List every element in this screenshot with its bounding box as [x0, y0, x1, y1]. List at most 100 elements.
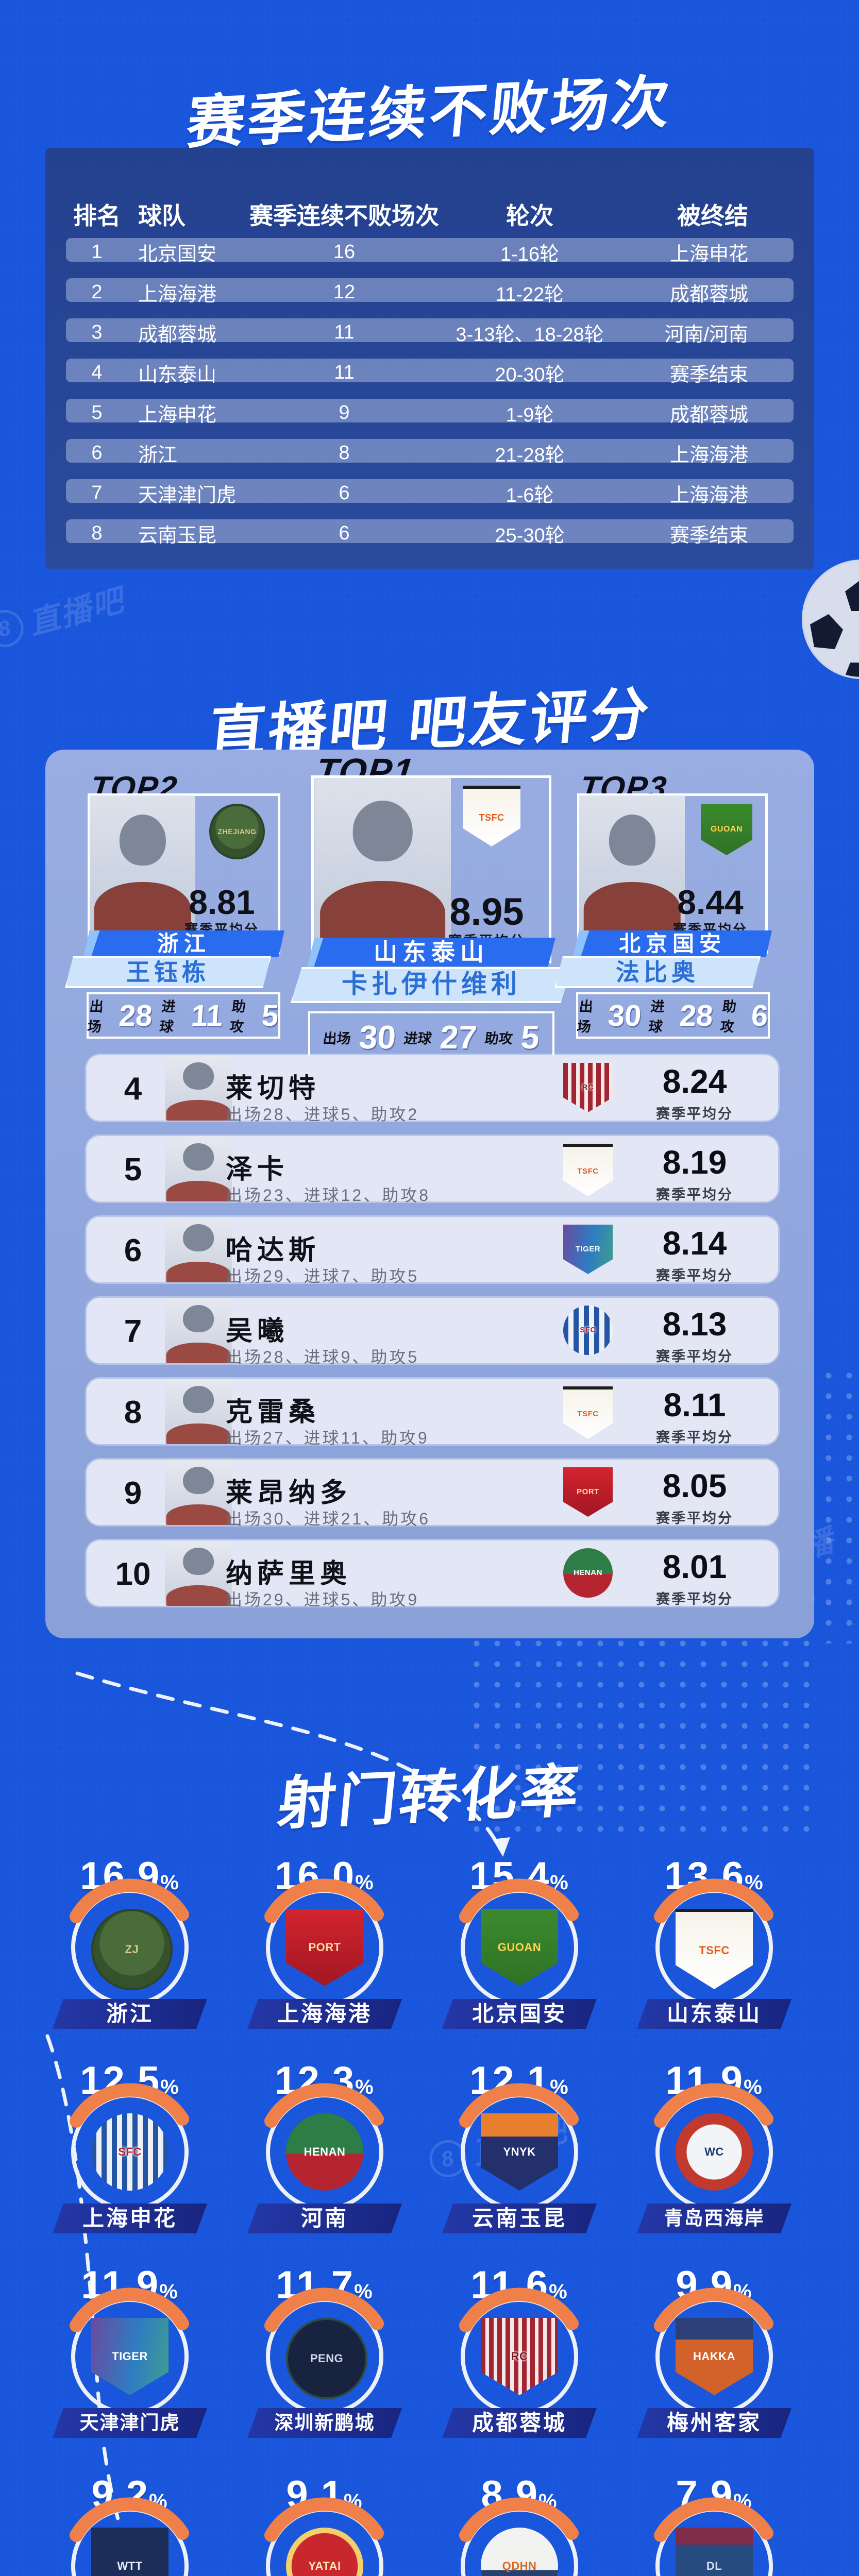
- team-name-plate: 天津津门虎: [53, 2408, 207, 2438]
- season-score-label: 赛季平均分: [656, 1511, 733, 1526]
- cell-rounds: 3-13轮、18-28轮: [456, 324, 604, 346]
- cell-rank: 7: [91, 482, 103, 504]
- gauge-arc-icon: [459, 2083, 579, 2128]
- header-team: 球队: [138, 202, 186, 229]
- conversion-cell: 11.7% PENG 深圳新鹏城: [242, 2263, 407, 2438]
- header-streak: 赛季连续不败场次: [249, 202, 439, 229]
- section-title-unbeaten: 赛季连续不败场次: [184, 70, 676, 156]
- conversion-cell: 9.1% YATAI 长春亚泰: [242, 2472, 407, 2576]
- conversion-cell: 12.5% SFC 上海申花: [47, 2058, 212, 2233]
- rating-list-item: 6 哈达斯 出场29、进球7、助攻5 TIGER 8.14 赛季平均分: [87, 1217, 778, 1285]
- crest-shanghai-shenhua-icon: SFC: [563, 1306, 613, 1355]
- cell-rank: 4: [91, 362, 103, 383]
- rank: 8: [124, 1395, 142, 1430]
- assists-value: 6: [750, 998, 769, 1032]
- assists-label: 助攻: [484, 1030, 514, 1046]
- cell-rounds: 25-30轮: [495, 525, 565, 547]
- cell-streak: 12: [333, 281, 356, 303]
- table-header: 排名 球队 赛季连续不败场次 轮次 被终结: [66, 197, 794, 231]
- player-name: 纳萨里奥: [226, 1559, 352, 1589]
- crest-shandong-taishan-icon: TSFC: [563, 1144, 613, 1196]
- cell-ended: 上海申花: [669, 244, 748, 265]
- top3-player-card: TOP3 GUOAN 8.44 赛季平均分 北京国安 法比奥 出场 30 进球 28…: [554, 770, 772, 1039]
- rank: 9: [124, 1476, 142, 1511]
- header-rank: 排名: [73, 202, 121, 229]
- team-plate: 山东泰山: [307, 938, 555, 967]
- apps-value: 28: [118, 998, 154, 1032]
- table-row: 1 北京国安 16 1-16轮 上海申花: [66, 238, 794, 265]
- season-score: 8.81: [189, 883, 255, 921]
- cell-rank: 6: [91, 442, 103, 464]
- table-row: 5 上海申花 9 1-9轮 成都蓉城: [66, 399, 794, 426]
- cell-team: 云南玉昆: [138, 525, 217, 547]
- season-score: 8.14: [662, 1225, 727, 1262]
- halftone-dots: [818, 1365, 859, 1643]
- player-photo: [165, 1298, 232, 1363]
- player-name: 泽卡: [226, 1155, 289, 1184]
- player-photo: [165, 1541, 232, 1606]
- cell-ended: 河南/河南: [664, 324, 748, 346]
- gauge-arc-icon: [70, 2083, 189, 2128]
- cell-ended: 赛季结束: [669, 525, 748, 547]
- gauge-arc-icon: [264, 2497, 384, 2542]
- table-row: 7 天津津门虎 6 1-6轮 上海海港: [66, 479, 794, 506]
- cell-rank: 3: [91, 321, 103, 343]
- table-row: 2 上海海港 12 11-22轮 成都蓉城: [66, 278, 794, 306]
- cell-ended: 上海海港: [669, 445, 748, 466]
- gauge-arc-icon: [70, 1878, 189, 1923]
- team-name-plate: 山东泰山: [637, 1999, 791, 2029]
- player-name: 莱切特: [226, 1074, 321, 1104]
- rank: 5: [124, 1152, 142, 1188]
- player-stats: 出场29、进球5、助攻9: [226, 1590, 419, 1609]
- unbeaten-table-panel: 排名 球队 赛季连续不败场次 轮次 被终结 1 北京国安 16 1-16轮 上海申花 2…: [45, 148, 814, 569]
- season-score-label: 赛季平均分: [656, 1349, 733, 1364]
- table-row: 8 云南玉昆 6 25-30轮 赛季结束: [66, 519, 794, 547]
- season-score-label: 赛季平均分: [656, 1187, 733, 1202]
- player-photo: [165, 1137, 232, 1201]
- top1-player-card: TOP1 TSFC 8.95 赛季平均分 山东泰山 卡扎伊什维利 出场30 进球…: [291, 751, 572, 1063]
- cell-rounds: 1-6轮: [506, 485, 554, 506]
- goals-label: 进球: [403, 1030, 433, 1046]
- season-score: 8.95: [449, 890, 524, 933]
- team-name-plate: 青岛西海岸: [637, 2204, 791, 2233]
- season-score-label: 赛季平均分: [656, 1591, 733, 1607]
- team-name-plate: 梅州客家: [637, 2408, 791, 2438]
- season-score: 8.44: [677, 883, 744, 921]
- cell-team: 成都蓉城: [138, 324, 217, 346]
- cell-ended: 成都蓉城: [669, 404, 748, 426]
- season-score: 8.01: [662, 1548, 727, 1585]
- player-stats: 出场28、进球9、助攻5: [226, 1348, 419, 1366]
- player-name: 吴曦: [226, 1316, 289, 1346]
- player-stats-bar: 出场 28 进球 11 助攻 5: [87, 992, 280, 1039]
- cell-team: 山东泰山: [138, 364, 217, 386]
- season-score: 8.24: [662, 1063, 727, 1100]
- cell-team: 天津津门虎: [138, 485, 237, 506]
- player-photo: [165, 1217, 232, 1282]
- assists-value: 5: [260, 998, 280, 1032]
- team-name-plate: 上海申花: [53, 2204, 207, 2233]
- cell-streak: 9: [339, 402, 350, 423]
- crest-henan-icon: HENAN: [563, 1548, 613, 1598]
- rating-list-item: 7 吴曦 出场28、进球9、助攻5 SFC 8.13 赛季平均分: [87, 1298, 778, 1366]
- gauge-arc-icon: [459, 2287, 579, 2332]
- player-name-plate: 法比奥: [554, 956, 761, 988]
- team-name-plate: 成都蓉城: [442, 2408, 597, 2438]
- player-photo: [165, 1379, 232, 1444]
- cell-rank: 5: [91, 402, 103, 423]
- season-score: 8.13: [662, 1306, 727, 1343]
- team-name-plate: 深圳新鹏城: [247, 2408, 402, 2438]
- cell-streak: 16: [333, 241, 356, 263]
- table-row: 4 山东泰山 11 20-30轮 赛季结束: [66, 359, 794, 386]
- crest-wuhan-three-towns-icon: WTT: [91, 2528, 169, 2576]
- player-stats-bar: 出场 30 进球 28 助攻 6: [576, 992, 770, 1039]
- assists-label: 助攻: [229, 999, 247, 1035]
- crest-shanghai-port-icon: PORT: [563, 1467, 613, 1517]
- gauge-arc-icon: [654, 1878, 773, 1923]
- cell-streak: 6: [339, 522, 350, 544]
- goals-value: 11: [190, 998, 224, 1032]
- conversion-cell: 11.9% WC 青岛西海岸: [632, 2058, 797, 2233]
- player-name: 莱昂纳多: [226, 1478, 352, 1508]
- gauge-arc-icon: [654, 2287, 773, 2332]
